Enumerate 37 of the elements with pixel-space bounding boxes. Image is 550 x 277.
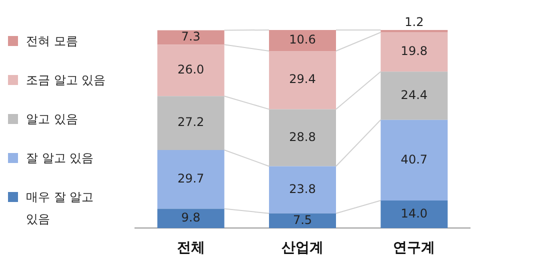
bar xyxy=(157,150,224,209)
bar xyxy=(269,50,336,110)
data-label: 23.8 xyxy=(289,182,316,196)
legend-label: 잘 알고 있음 xyxy=(26,150,94,167)
x-tick-label: 전체 xyxy=(176,240,205,256)
legend-label: 알고 있음 xyxy=(26,111,78,128)
bar xyxy=(380,120,448,200)
data-label: 19.8 xyxy=(400,44,428,58)
data-label: 40.7 xyxy=(400,152,428,166)
bar xyxy=(269,213,336,228)
legend-label: 조금 알고 있음 xyxy=(26,72,106,89)
legend-label: 전혀 모름 xyxy=(26,33,78,50)
bar xyxy=(157,208,224,228)
data-label: 14.0 xyxy=(400,206,428,220)
x-tick-label: 산업계 xyxy=(282,240,324,256)
bar xyxy=(157,30,224,45)
bar xyxy=(380,32,448,72)
data-label: 27.2 xyxy=(177,115,204,130)
data-label: 10.6 xyxy=(289,32,316,47)
data-label: 24.4 xyxy=(400,88,428,102)
x-tick-label: 연구계 xyxy=(393,240,436,256)
data-label: 9.8 xyxy=(181,210,200,225)
bar xyxy=(380,200,448,228)
bar xyxy=(269,109,336,166)
bar xyxy=(269,30,336,51)
data-label: 29.7 xyxy=(177,172,204,186)
data-label: 7.5 xyxy=(292,212,312,227)
bar xyxy=(157,44,224,96)
data-label: 1.2 xyxy=(404,15,424,30)
data-label: 7.3 xyxy=(181,30,200,44)
bar xyxy=(157,96,224,150)
legend-label: 매우 잘 알고 있음 xyxy=(26,189,95,228)
data-label: 28.8 xyxy=(289,130,316,144)
bar xyxy=(380,72,448,120)
data-label: 26.0 xyxy=(177,62,204,77)
bar xyxy=(269,166,336,214)
data-label: 29.4 xyxy=(289,72,316,86)
